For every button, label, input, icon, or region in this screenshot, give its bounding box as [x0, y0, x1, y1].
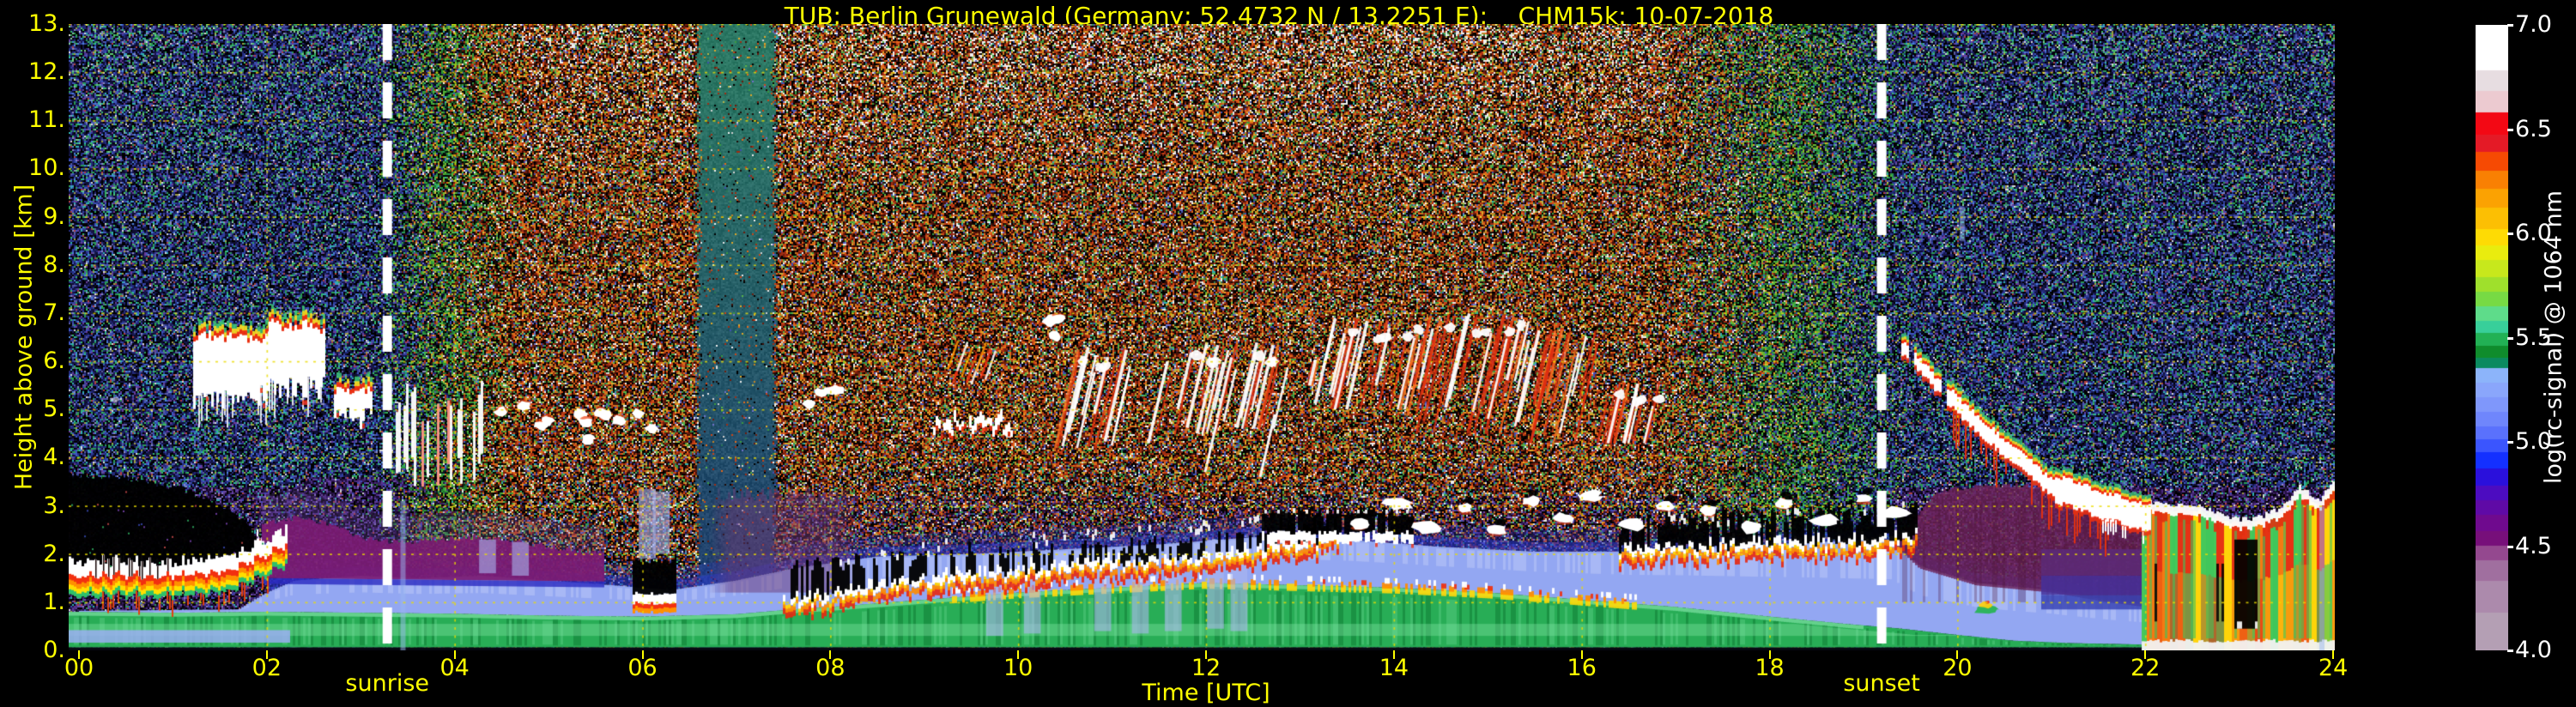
y-tick-label: 11. [28, 106, 65, 134]
x-tick-label: 12 [1191, 655, 1221, 681]
y-tick-label: 6. [43, 347, 65, 375]
y-tick-label: 3. [43, 492, 65, 519]
colorbar-tick-mark [2507, 233, 2513, 235]
colorbar-tick-label: 6.0 [2515, 220, 2552, 246]
x-tick-label: 18 [1755, 655, 1785, 681]
sunrise-label: sunrise [345, 670, 430, 697]
colorbar-tick-label: 4.5 [2515, 532, 2552, 559]
y-tick-label: 1. [43, 588, 65, 615]
x-tick-mark [1017, 650, 1020, 659]
y-tick-label: 2. [43, 540, 65, 567]
x-tick-label: 02 [252, 655, 282, 681]
y-tick-label: 10. [28, 154, 65, 182]
colorbar-tick-mark [2507, 24, 2513, 27]
colorbar-tick-label: 5.0 [2515, 428, 2552, 455]
y-tick-label: 9. [43, 202, 65, 230]
colorbar-gradient [2476, 25, 2508, 650]
x-tick-label: 24 [2318, 655, 2349, 681]
x-tick-label: 22 [2131, 655, 2161, 681]
colorbar-tick-label: 4.0 [2515, 637, 2552, 663]
x-tick-mark [1205, 650, 1208, 659]
x-tick-label: 08 [815, 655, 846, 681]
y-tick-label: 7. [43, 299, 65, 326]
heatmap-canvas [69, 24, 2335, 650]
x-tick-label: 16 [1567, 655, 1597, 681]
x-tick-mark [2144, 650, 2147, 659]
colorbar-tick-mark [2507, 336, 2513, 340]
x-tick-label: 20 [1943, 655, 1973, 681]
y-tick-label: 4. [43, 444, 65, 471]
colorbar-tick-mark [2507, 128, 2513, 131]
colorbar-tick-label: 5.5 [2515, 323, 2552, 351]
x-tick-label: 10 [1003, 655, 1033, 681]
x-tick-mark [641, 650, 644, 659]
x-tick-mark [2332, 650, 2335, 659]
colorbar-tick-mark [2507, 441, 2513, 444]
colorbar-tick-mark [2507, 545, 2513, 548]
x-tick-mark [829, 650, 832, 659]
colorbar-tick-label: 7.0 [2515, 11, 2552, 38]
x-tick-mark [1392, 650, 1395, 659]
sunset-label: sunset [1843, 670, 1920, 697]
x-tick-label: 04 [439, 655, 470, 681]
x-tick-mark [78, 650, 80, 659]
x-tick-label: 06 [627, 655, 658, 681]
y-tick-label: 12. [28, 58, 65, 86]
x-tick-mark [1580, 650, 1583, 659]
y-tick-label: 8. [43, 251, 65, 278]
x-tick-mark [1768, 650, 1771, 659]
x-axis-title: Time [UTC] [1142, 680, 1270, 706]
x-tick-label: 00 [64, 655, 94, 681]
y-tick-label: 13. [28, 9, 65, 37]
x-tick-mark [265, 650, 268, 659]
colorbar-tick-label: 6.5 [2515, 115, 2552, 142]
y-tick-label: 0. [43, 637, 65, 663]
x-tick-mark [453, 650, 456, 659]
y-tick-label: 5. [43, 396, 65, 423]
colorbar-tick-mark [2507, 650, 2513, 652]
x-tick-mark [1956, 650, 1959, 659]
x-tick-label: 14 [1379, 655, 1409, 681]
